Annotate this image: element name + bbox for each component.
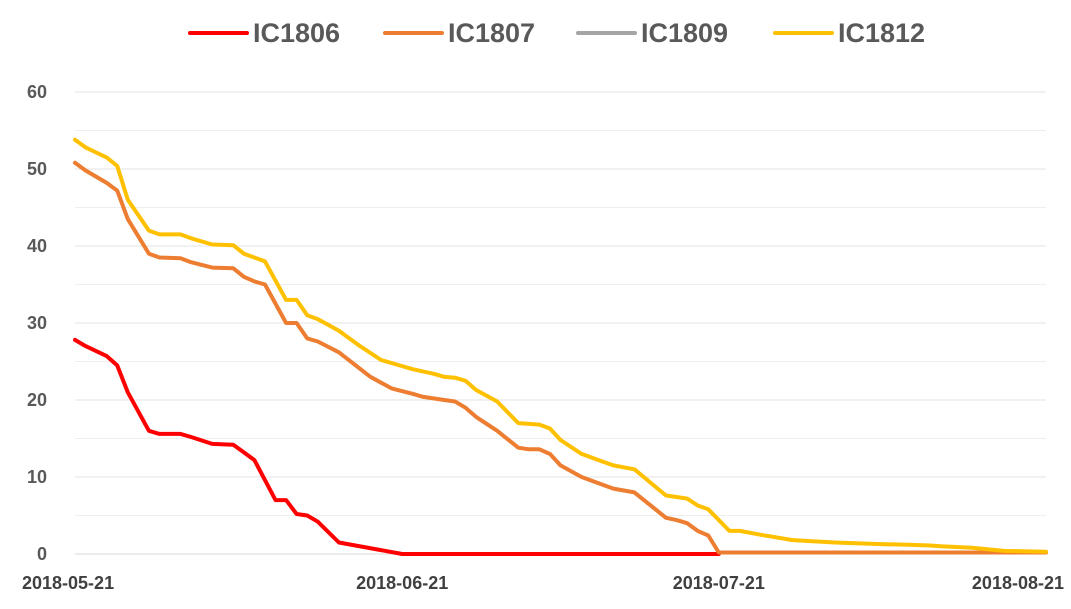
y-axis: 0 10 20 30 40 50 60 (27, 82, 47, 564)
legend-label-ic1807: IC1807 (448, 18, 535, 48)
x-tick-label-2018-08-21: 2018-08-21 (972, 573, 1064, 593)
x-tick-label-2018-06-21: 2018-06-21 (356, 573, 448, 593)
series-line-ic1806 (73, 337, 721, 556)
gridlines (75, 91, 1046, 516)
legend: IC1806 IC1807 IC1809 IC1812 (188, 18, 925, 48)
y-tick-label-40: 40 (27, 236, 47, 256)
y-tick-label-0: 0 (37, 544, 47, 564)
series-line-ic1812 (73, 137, 1048, 554)
legend-label-ic1806: IC1806 (253, 18, 340, 48)
legend-label-ic1809: IC1809 (641, 18, 728, 48)
x-tick-label-2018-05-21: 2018-05-21 (22, 573, 114, 593)
y-tick-label-10: 10 (27, 467, 47, 487)
y-tick-label-20: 20 (27, 390, 47, 410)
series-line-ic1807 (73, 160, 1048, 555)
y-tick-label-60: 60 (27, 82, 47, 102)
x-tick-label-2018-07-21: 2018-07-21 (673, 573, 765, 593)
y-tick-label-50: 50 (27, 159, 47, 179)
x-axis: 2018-05-21 2018-06-21 2018-07-21 2018-08-21 (22, 573, 1064, 593)
series-lines (73, 137, 1048, 556)
y-tick-label-30: 30 (27, 313, 47, 333)
legend-label-ic1812: IC1812 (838, 18, 925, 48)
